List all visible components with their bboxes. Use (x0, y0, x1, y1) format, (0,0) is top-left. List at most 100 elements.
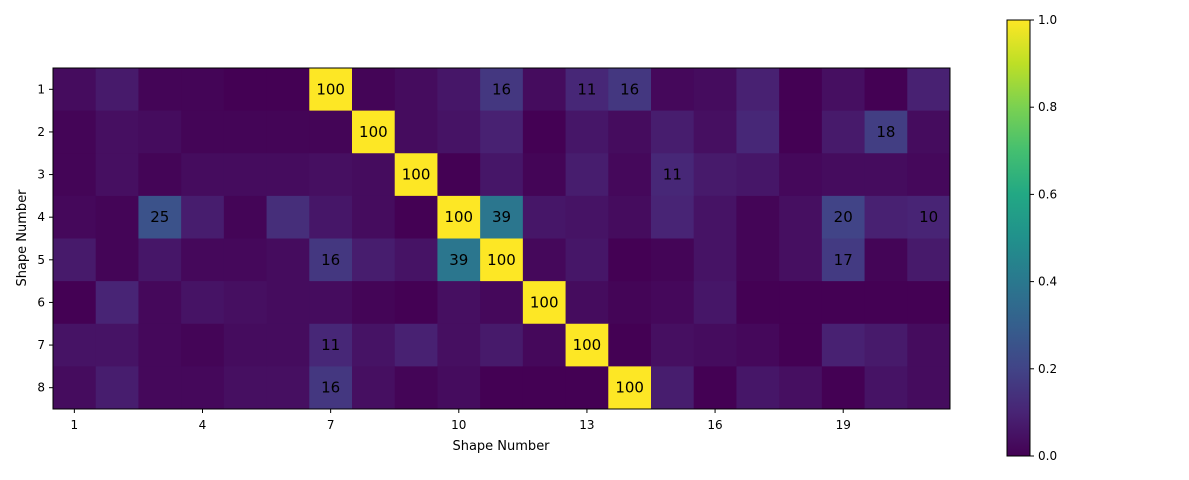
x-tick-label: 10 (451, 418, 466, 432)
heatmap-cell (309, 153, 353, 197)
heatmap-cell (821, 110, 866, 154)
cell-value-label: 11 (577, 80, 596, 98)
y-tick-label: 7 (37, 338, 45, 352)
heatmap-cell (821, 238, 866, 282)
heatmap-cell (437, 195, 481, 239)
heatmap-cell (394, 323, 438, 367)
heatmap-cell (138, 68, 182, 112)
cell-value-label: 25 (150, 208, 169, 226)
heatmap-cell (693, 110, 737, 154)
heatmap-cell (821, 323, 866, 367)
heatmap-cell (480, 68, 524, 112)
colorbar-tick-label: 1.0 (1038, 13, 1057, 27)
heatmap-cell (821, 68, 866, 112)
heatmap-cell (565, 366, 609, 410)
y-tick-label: 5 (37, 253, 45, 267)
cell-value-label: 11 (321, 336, 340, 354)
y-axis-ticks: 1 2 3 4 5 6 7 8 (37, 82, 53, 395)
heatmap-cell (352, 110, 396, 154)
heatmap-cell (608, 195, 652, 239)
heatmap-cell (138, 323, 182, 367)
x-tick-label: 4 (199, 418, 207, 432)
heatmap-cell (437, 153, 481, 197)
heatmap-cell (223, 153, 268, 197)
heatmap-cell (821, 195, 866, 239)
heatmap-cell (651, 153, 695, 197)
heatmap-cell (565, 110, 609, 154)
cell-value-label: 100 (573, 336, 602, 354)
heatmap-cell (522, 281, 567, 325)
heatmap-cell (480, 110, 524, 154)
heatmap-cell (309, 238, 353, 282)
heatmap-cell (95, 366, 139, 410)
cell-value-label: 100 (316, 80, 345, 98)
cell-value-label: 16 (321, 251, 340, 269)
heatmap-cell (95, 238, 139, 282)
heatmap-cell (522, 153, 567, 197)
heatmap-cell (309, 323, 353, 367)
heatmap-cells (53, 68, 951, 410)
heatmap-cell (309, 366, 353, 410)
cell-value-label: 100 (487, 251, 516, 269)
heatmap-cell (608, 68, 652, 112)
y-tick-label: 1 (37, 82, 45, 96)
heatmap-cell (480, 366, 524, 410)
cell-value-label: 16 (620, 80, 639, 98)
heatmap-cell (437, 366, 481, 410)
cell-value-label: 100 (530, 293, 559, 311)
heatmap-cell (437, 281, 481, 325)
heatmap-cell (223, 323, 268, 367)
heatmap-cell (864, 195, 908, 239)
heatmap-cell (821, 281, 866, 325)
heatmap-cell (651, 110, 695, 154)
heatmap-cell (693, 153, 737, 197)
cell-value-label: 100 (359, 123, 388, 141)
heatmap-cell (608, 366, 652, 410)
heatmap-cell (266, 323, 310, 367)
cell-value-label: 100 (444, 208, 473, 226)
colorbar-tick-label: 0.4 (1038, 275, 1057, 289)
heatmap-cell (53, 366, 97, 410)
heatmap-cell (352, 323, 396, 367)
heatmap-cell (223, 281, 268, 325)
heatmap-cell (651, 281, 695, 325)
heatmap-cell (821, 153, 866, 197)
heatmap-cell (181, 110, 225, 154)
heatmap-cell (352, 281, 396, 325)
heatmap-cell (821, 366, 866, 410)
heatmap-cell (693, 323, 737, 367)
x-axis-label: Shape Number (452, 439, 550, 454)
heatmap-cell (266, 281, 310, 325)
heatmap-cell (779, 366, 823, 410)
colorbar-tick-label: 0.2 (1038, 362, 1057, 376)
heatmap-cell (864, 281, 908, 325)
heatmap-cell (736, 281, 780, 325)
heatmap-cell (522, 323, 567, 367)
heatmap-cell (907, 153, 951, 197)
heatmap-cell (693, 195, 737, 239)
heatmap-cell (181, 238, 225, 282)
heatmap-cell (522, 366, 567, 410)
heatmap-cell (736, 366, 780, 410)
heatmap-cell (266, 110, 310, 154)
heatmap-cell (266, 68, 310, 112)
x-axis-ticks: 1 4 7 10 13 16 19 (71, 409, 851, 432)
heatmap-cell (480, 195, 524, 239)
heatmap-cell (95, 153, 139, 197)
heatmap-cell (309, 281, 353, 325)
heatmap-cell (138, 195, 182, 239)
heatmap-cell (309, 110, 353, 154)
heatmap-cell (181, 68, 225, 112)
heatmap-cell (53, 323, 97, 367)
heatmap-cell (608, 110, 652, 154)
heatmap-cell (693, 281, 737, 325)
cell-value-label: 11 (663, 166, 682, 184)
heatmap-cell (907, 238, 951, 282)
heatmap-cell (736, 110, 780, 154)
heatmap-cell (53, 110, 97, 154)
heatmap-cell (95, 281, 139, 325)
cell-value-label: 39 (449, 251, 468, 269)
heatmap-cell (394, 110, 438, 154)
heatmap-cell (736, 238, 780, 282)
